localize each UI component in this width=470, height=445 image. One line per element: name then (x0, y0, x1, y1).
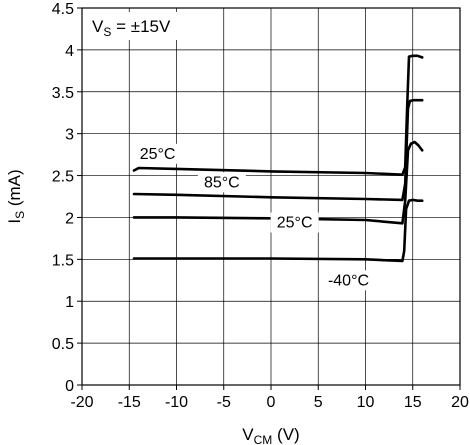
y-tick-label: 2.5 (52, 169, 74, 186)
series-label-2: 85°C (204, 174, 240, 191)
y-tick-label: 3.5 (52, 85, 74, 102)
series-label-background (324, 270, 373, 291)
x-tick-label: 0 (267, 394, 276, 411)
series-label-3: 25°C (277, 214, 313, 231)
series-group (132, 54, 424, 263)
x-tick-label: 10 (357, 394, 375, 411)
y-tick-label: 0 (65, 378, 74, 395)
supply-voltage-annotation: VS = ±15V (92, 17, 171, 39)
y-tick-label: 1.5 (52, 252, 74, 269)
series-label-background (197, 172, 246, 193)
x-tick-label: -10 (165, 394, 188, 411)
series-line-1 (132, 54, 424, 176)
series-label-4: -40°C (328, 272, 369, 289)
x-tick-label: 5 (314, 394, 323, 411)
annotation-background (88, 12, 194, 40)
series-labels: 25°C 85°C 25°C -40°C (133, 143, 373, 291)
series-line-4 (132, 198, 424, 263)
ticks: -20 -15 -10 -5 0 5 10 15 20 0 0.5 1 1.5 2 2.5 3 3.5 4 4.5 (52, 1, 469, 411)
x-tick-label: -5 (217, 394, 231, 411)
x-axis-label: VCM (V) (242, 425, 299, 445)
y-tick-label: 2 (65, 210, 74, 227)
y-tick-label: 0.5 (52, 336, 74, 353)
series-label-background (133, 143, 182, 164)
series-line-3 (132, 140, 424, 225)
y-tick-label: 4 (65, 43, 74, 60)
x-tick-label: -15 (118, 394, 141, 411)
x-tick-label: 20 (451, 394, 469, 411)
y-axis-label: IS (mA) (5, 169, 27, 223)
series-label-1: 25°C (140, 146, 176, 163)
y-tick-label: 1 (65, 294, 74, 311)
y-tick-label: 4.5 (52, 1, 74, 18)
x-tick-label: -20 (70, 394, 93, 411)
x-tick-label: 15 (404, 394, 422, 411)
series-label-background (270, 212, 319, 233)
y-tick-label: 3 (65, 127, 74, 144)
